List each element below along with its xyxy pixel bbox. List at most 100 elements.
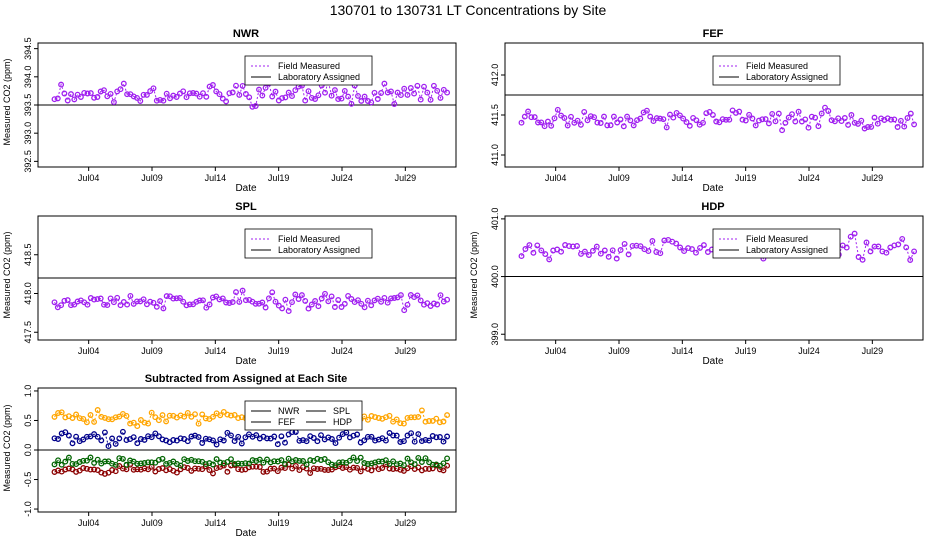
diff-nwr-point bbox=[228, 432, 234, 439]
diff-nwr-point bbox=[426, 437, 433, 444]
nwr-legend-assigned-label: Laboratory Assigned bbox=[278, 72, 360, 82]
spl-field-point bbox=[361, 304, 368, 311]
nwr-field-point bbox=[397, 92, 404, 99]
diff-fef-point bbox=[163, 418, 170, 425]
nwr-field-point bbox=[256, 86, 262, 93]
fef-plot-frame bbox=[504, 42, 924, 168]
spl-field-point bbox=[150, 299, 157, 306]
diff-hdp-point bbox=[123, 461, 130, 468]
diff-nwr-point bbox=[314, 438, 321, 445]
nwr-field-point bbox=[242, 91, 249, 97]
diff-nwr-point bbox=[303, 438, 310, 445]
spl-field-point bbox=[84, 301, 91, 308]
spl-field-point bbox=[417, 297, 424, 304]
diff-spl-point bbox=[321, 466, 328, 473]
diff-spl-point bbox=[246, 464, 252, 471]
diff-fef-point bbox=[220, 408, 227, 415]
fef-field-point bbox=[624, 113, 631, 120]
diff-nwr-point bbox=[332, 440, 339, 447]
diff-spl-point bbox=[357, 468, 364, 475]
fef-field-point bbox=[647, 113, 654, 120]
nwr-field-point bbox=[193, 90, 200, 97]
diff-fef-point bbox=[123, 412, 130, 419]
spl-field-point bbox=[381, 294, 388, 301]
fef-field-point bbox=[835, 115, 842, 122]
nwr-field-point bbox=[252, 103, 259, 109]
diff-fef-point bbox=[238, 414, 245, 421]
fef-field-point bbox=[528, 114, 535, 121]
nwr-field-point bbox=[312, 96, 319, 102]
nwr-field-point bbox=[153, 97, 160, 104]
diff-fef-point bbox=[134, 423, 141, 430]
diff-nwr-point bbox=[310, 435, 317, 441]
diff-nwr-point bbox=[444, 433, 451, 440]
diff-hdp-point bbox=[51, 461, 58, 468]
fef-field-point bbox=[808, 113, 815, 120]
hdp-field-point bbox=[613, 255, 620, 262]
diff-fef-point bbox=[166, 412, 173, 419]
diff-fef-point bbox=[155, 417, 162, 424]
fef-legend-assigned-label: Laboratory Assigned bbox=[746, 72, 828, 82]
fef-field-point bbox=[577, 121, 584, 128]
fef-field-point bbox=[581, 108, 588, 115]
nwr-field-point bbox=[120, 80, 127, 87]
fef-panel: FEF Date bbox=[702, 28, 724, 194]
diff-fef-point bbox=[231, 411, 238, 418]
diff-nwr-point bbox=[123, 437, 130, 444]
diff-nwr-point bbox=[51, 435, 58, 442]
spl-field-point bbox=[355, 297, 361, 304]
fef-field-point bbox=[742, 117, 749, 124]
nwr-field-point bbox=[219, 95, 226, 102]
nwr-field-point bbox=[348, 100, 355, 107]
diff-title: Subtracted from Assigned at Each Site bbox=[145, 373, 348, 385]
fef-field-point bbox=[653, 115, 660, 122]
nwr-field-point bbox=[401, 85, 408, 92]
nwr-field-point bbox=[81, 89, 88, 96]
fef-field-point bbox=[713, 118, 720, 125]
fef-field-point bbox=[897, 117, 904, 124]
spl-field-point bbox=[295, 296, 302, 302]
diff-nwr-point bbox=[382, 437, 389, 444]
diff-spl-point bbox=[87, 466, 94, 473]
diff-fef-point bbox=[202, 415, 209, 422]
fef-field-point bbox=[604, 122, 611, 129]
nwr-field-point bbox=[84, 90, 91, 97]
nwr-field-point bbox=[160, 97, 167, 104]
spl-field-point bbox=[104, 302, 111, 309]
diff-nwr-point bbox=[155, 433, 162, 440]
diff-y-tick-label: -1.0 bbox=[23, 501, 33, 517]
diff-nwr-point bbox=[130, 434, 137, 441]
nwr-field-point bbox=[226, 90, 233, 97]
spl-field-point bbox=[226, 300, 233, 306]
diff-hdp-point bbox=[429, 461, 436, 468]
nwr-field-point bbox=[68, 91, 74, 98]
spl-field-point bbox=[58, 302, 65, 309]
nwr-field-point bbox=[391, 101, 398, 107]
diff-nwr-point bbox=[94, 433, 101, 440]
spl-field-point bbox=[401, 307, 408, 314]
fef-field-point bbox=[660, 116, 667, 123]
diff-fef-point bbox=[411, 414, 418, 421]
spl-ylabel: Measured CO2 (ppm) bbox=[2, 231, 12, 318]
fef-field-point bbox=[601, 113, 607, 120]
nwr-field-point bbox=[77, 94, 84, 100]
spl-field-point bbox=[272, 298, 279, 305]
spl-field-point bbox=[223, 299, 230, 306]
hdp-legend-assigned-label: Laboratory Assigned bbox=[746, 245, 828, 255]
diff-fef-point bbox=[73, 411, 80, 418]
diff-spl-point bbox=[105, 469, 112, 476]
diff-hdp-point bbox=[224, 458, 231, 465]
fef-field-point bbox=[775, 110, 782, 117]
hdp-field-point bbox=[681, 248, 688, 255]
diff-hdp-point bbox=[116, 455, 123, 462]
nwr-field-point bbox=[233, 82, 239, 89]
nwr-legend-box bbox=[244, 55, 373, 86]
fef-field-point bbox=[868, 123, 875, 130]
nwr-y-tick-label: 394.5 bbox=[23, 37, 33, 60]
fef-legend-box bbox=[712, 55, 841, 86]
spl-field-point bbox=[206, 301, 213, 308]
diff-hdp-point bbox=[228, 456, 234, 463]
spl-field-point bbox=[233, 289, 239, 296]
spl-field-point bbox=[170, 295, 177, 302]
